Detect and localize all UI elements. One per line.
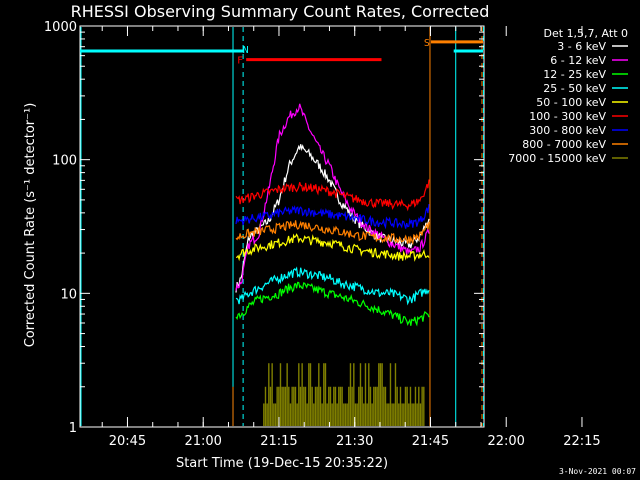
series-line bbox=[235, 204, 430, 230]
x-axis-ticks: 20:45 21:00 21:15 21:30 21:45 22:00 22:15 bbox=[101, 26, 601, 449]
x-axis-label: Start Time (19-Dec-15 20:35:22) bbox=[176, 456, 388, 471]
x-tick-label: 21:00 bbox=[184, 434, 221, 449]
legend-header: Det 1,5,7, Att 0 bbox=[544, 27, 628, 40]
legend-label: 300 - 800 keV bbox=[529, 124, 606, 137]
x-tick-label: 22:15 bbox=[563, 434, 600, 449]
series-line bbox=[235, 179, 430, 212]
series-50-100-kev bbox=[235, 233, 430, 262]
flag-bars: NF S bbox=[80, 38, 483, 67]
series-line bbox=[235, 233, 430, 262]
legend-label: 100 - 300 keV bbox=[529, 110, 606, 123]
y-axis-label: Corrected Count Rate (s⁻¹ detector⁻¹) bbox=[23, 103, 38, 348]
legend-label: 3 - 6 keV bbox=[557, 40, 606, 53]
series-12-25-kev bbox=[235, 281, 430, 327]
flag-label-n: N bbox=[243, 45, 249, 56]
series-3-6-kev bbox=[235, 144, 430, 293]
y-tick-label: 100 bbox=[52, 154, 77, 169]
series-line bbox=[235, 103, 430, 291]
x-tick-label: 20:45 bbox=[109, 434, 146, 449]
legend-label: 7000 - 15000 keV bbox=[508, 152, 606, 165]
series-lines bbox=[235, 103, 430, 426]
series-line bbox=[235, 281, 430, 327]
x-tick-label: 22:00 bbox=[487, 434, 524, 449]
y-axis-ticks: 1 10 100 1000 bbox=[44, 20, 484, 436]
footer-date: 3-Nov-2021 00:07 bbox=[559, 467, 636, 476]
legend-label: 25 - 50 keV bbox=[543, 82, 606, 95]
vertical-markers bbox=[80, 27, 484, 426]
y-tick-label: 1 bbox=[69, 421, 77, 436]
legend-label: 50 - 100 keV bbox=[536, 96, 606, 109]
series-6-12-kev bbox=[235, 103, 430, 291]
legend-label: 6 - 12 keV bbox=[550, 54, 606, 67]
x-tick-label: 21:15 bbox=[260, 434, 297, 449]
y-tick-label: 1000 bbox=[44, 20, 77, 35]
flag-label-s: S bbox=[424, 38, 430, 49]
y-tick-label: 10 bbox=[60, 287, 77, 302]
series-25-50-kev bbox=[235, 266, 430, 306]
series-800-7000-kev bbox=[235, 220, 430, 246]
legend-label: 800 - 7000 keV bbox=[522, 138, 606, 151]
series-100-300-kev bbox=[235, 179, 430, 212]
plot-frame bbox=[79, 25, 485, 428]
series-line bbox=[235, 266, 430, 306]
series-300-800-kev bbox=[235, 204, 430, 230]
plot-border bbox=[79, 25, 485, 428]
chart-title: RHESSI Observing Summary Count Rates, Co… bbox=[71, 2, 490, 21]
series-line bbox=[235, 220, 430, 246]
series-7000-15000-kev bbox=[263, 363, 425, 426]
flag-label-f: F bbox=[237, 56, 243, 67]
x-tick-label: 21:45 bbox=[412, 434, 449, 449]
x-tick-label: 21:30 bbox=[336, 434, 373, 449]
series-line bbox=[235, 144, 430, 293]
legend-label: 12 - 25 keV bbox=[543, 68, 606, 81]
